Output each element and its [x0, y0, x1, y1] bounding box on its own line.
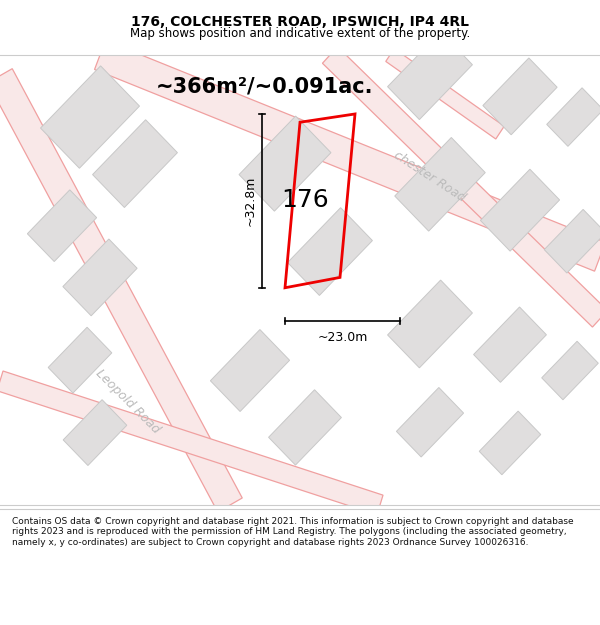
Polygon shape — [95, 41, 600, 271]
Polygon shape — [479, 411, 541, 475]
Polygon shape — [63, 239, 137, 316]
Text: ~32.8m: ~32.8m — [244, 176, 257, 226]
Polygon shape — [544, 209, 600, 273]
Polygon shape — [483, 58, 557, 135]
Polygon shape — [386, 49, 504, 139]
Polygon shape — [28, 190, 97, 261]
Polygon shape — [287, 208, 373, 296]
Text: ~23.0m: ~23.0m — [317, 331, 368, 344]
Polygon shape — [388, 280, 472, 368]
Polygon shape — [388, 32, 472, 119]
Polygon shape — [92, 120, 178, 208]
Polygon shape — [239, 116, 331, 211]
Polygon shape — [397, 388, 464, 457]
Polygon shape — [48, 328, 112, 393]
Polygon shape — [211, 329, 290, 411]
Polygon shape — [481, 169, 560, 251]
Polygon shape — [395, 138, 485, 231]
Polygon shape — [542, 341, 598, 400]
Polygon shape — [63, 399, 127, 466]
Text: ~366m²/~0.091ac.: ~366m²/~0.091ac. — [156, 76, 374, 96]
Polygon shape — [269, 390, 341, 465]
Text: chester Road: chester Road — [392, 148, 468, 204]
Polygon shape — [0, 371, 383, 515]
Polygon shape — [41, 66, 139, 168]
Text: Leopold Road: Leopold Road — [94, 367, 163, 436]
Polygon shape — [322, 47, 600, 327]
Polygon shape — [473, 307, 547, 382]
Text: Map shows position and indicative extent of the property.: Map shows position and indicative extent… — [130, 27, 470, 39]
Text: 176, COLCHESTER ROAD, IPSWICH, IP4 4RL: 176, COLCHESTER ROAD, IPSWICH, IP4 4RL — [131, 16, 469, 29]
Polygon shape — [0, 69, 242, 512]
Polygon shape — [547, 88, 600, 146]
Text: 176: 176 — [281, 188, 329, 213]
Text: Contains OS data © Crown copyright and database right 2021. This information is : Contains OS data © Crown copyright and d… — [12, 517, 574, 547]
